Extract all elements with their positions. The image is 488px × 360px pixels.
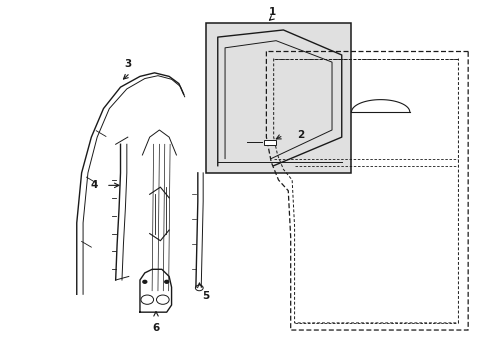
Bar [264, 140, 276, 145]
Text: 2: 2 [296, 130, 304, 140]
Text: 1: 1 [268, 7, 276, 17]
Text: 4: 4 [90, 180, 97, 190]
Circle shape [142, 280, 146, 283]
Text: 5: 5 [202, 291, 209, 301]
Circle shape [164, 280, 168, 283]
Bar [205, 23, 351, 173]
Text: 6: 6 [152, 323, 159, 333]
Text: 3: 3 [124, 59, 131, 69]
